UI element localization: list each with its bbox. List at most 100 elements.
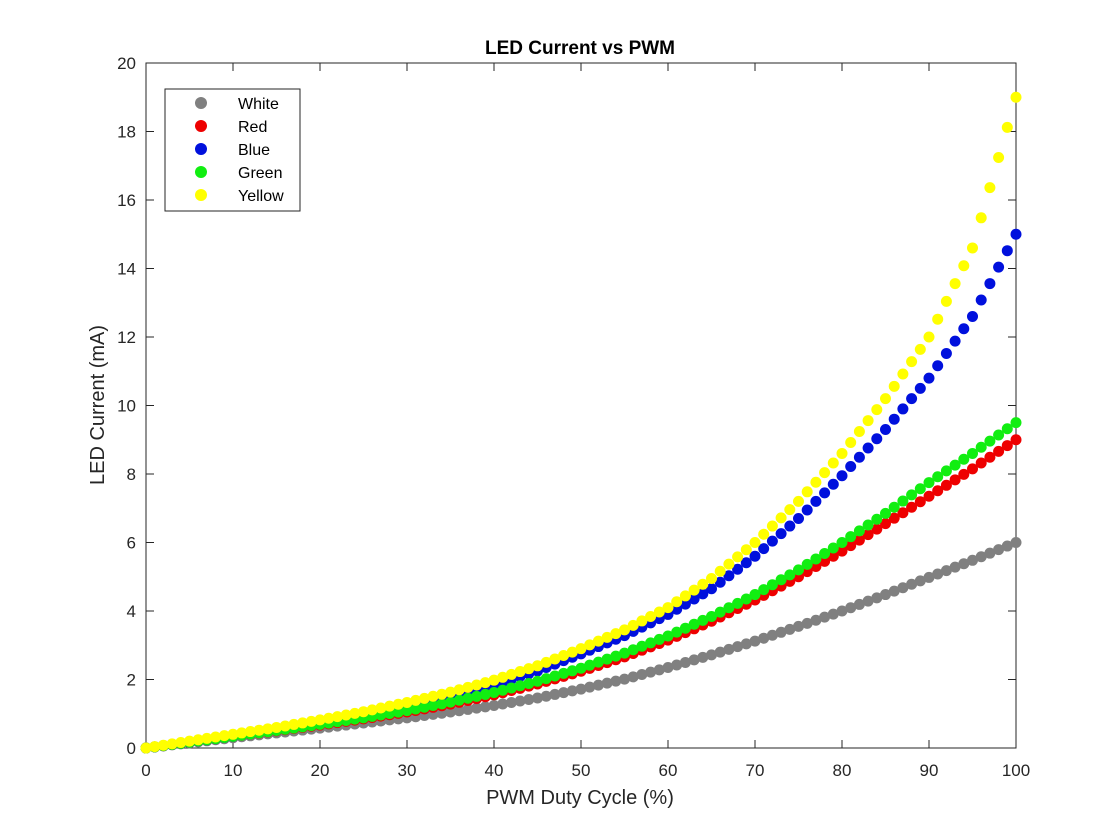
data-point: [906, 393, 918, 405]
data-point: [810, 553, 822, 565]
data-point: [679, 598, 691, 610]
data-point: [732, 563, 744, 575]
data-point: [497, 684, 509, 696]
x-tick-label: 10: [224, 761, 243, 780]
data-point: [775, 528, 787, 540]
data-point: [732, 597, 744, 609]
data-point: [836, 537, 848, 548]
data-point: [549, 688, 561, 700]
legend-box: [164, 88, 301, 212]
data-point: [514, 666, 526, 678]
data-point: [932, 360, 944, 372]
data-point: [331, 711, 343, 723]
data-point: [993, 429, 1005, 441]
data-point: [479, 688, 491, 700]
data-point: [819, 611, 831, 623]
data-point: [914, 343, 926, 355]
data-point: [210, 731, 222, 743]
data-point: [810, 614, 822, 626]
data-point: [697, 614, 709, 626]
data-point: [923, 331, 935, 343]
data-point: [662, 602, 674, 614]
y-axis: 0 2 4 6 8 10 12 14 16 18 20: [117, 54, 1016, 758]
data-point: [540, 656, 552, 668]
data-point: [488, 700, 500, 712]
data-point: [662, 662, 674, 674]
data-point: [366, 704, 378, 716]
data-point: [523, 694, 535, 706]
data-point: [619, 624, 630, 636]
x-tick-label: 100: [1002, 761, 1030, 780]
data-point: [801, 617, 813, 629]
data-point: [653, 633, 665, 645]
data-point: [888, 501, 900, 513]
x-tick-label: 50: [572, 761, 591, 780]
data-point: [244, 726, 256, 738]
y-tick-label: 6: [127, 534, 136, 553]
data-point: [236, 727, 248, 739]
data-point: [645, 666, 657, 678]
data-point: [436, 688, 448, 700]
data-point: [819, 467, 831, 479]
data-point: [305, 715, 317, 727]
data-point: [775, 626, 787, 638]
data-point: [958, 260, 970, 272]
data-point: [766, 629, 778, 641]
data-point: [453, 705, 465, 717]
data-point: [445, 706, 456, 718]
data-point: [845, 540, 857, 552]
data-point: [453, 684, 465, 696]
chart-title: LED Current vs PWM: [485, 38, 675, 59]
data-point: [758, 632, 770, 644]
y-tick-label: 20: [117, 54, 136, 73]
data-point: [897, 403, 909, 415]
data-point: [914, 575, 926, 587]
data-point: [592, 656, 604, 668]
data-point: [636, 615, 648, 627]
data-point: [732, 551, 744, 563]
data-point: [592, 679, 604, 691]
legend-marker: [195, 189, 207, 201]
data-point: [940, 565, 952, 577]
data-point: [227, 728, 239, 740]
data-point: [740, 544, 752, 556]
data-point: [862, 442, 874, 454]
data-point: [993, 445, 1005, 457]
x-tick-label: 90: [920, 761, 939, 780]
data-point: [540, 673, 552, 685]
data-point: [636, 668, 648, 680]
data-point: [862, 519, 874, 531]
data-point: [845, 436, 857, 448]
data-point: [888, 512, 900, 524]
data-point: [140, 742, 152, 754]
data-point: [749, 635, 761, 647]
data-point: [949, 474, 961, 486]
data-point: [758, 584, 770, 596]
data-point: [758, 528, 770, 540]
data-point: [566, 646, 578, 658]
data-point: [740, 557, 752, 569]
data-point: [940, 479, 952, 491]
data-point: [323, 712, 335, 724]
data-point: [940, 347, 952, 359]
data-point: [880, 507, 891, 519]
data-point: [218, 730, 230, 742]
data-point: [540, 690, 552, 702]
data-point: [880, 589, 891, 601]
legend-marker: [195, 120, 207, 132]
data-point: [279, 720, 291, 732]
data-point: [619, 673, 630, 685]
data-point: [784, 569, 796, 581]
data-point: [775, 574, 787, 586]
plot-area: 0 10 20 30 40 50 60 70 80 90 100 0 2 4 6 8 10 12 14 16 18 20: [117, 54, 1030, 780]
data-point: [410, 703, 422, 715]
data-point: [967, 310, 978, 322]
data-point: [271, 721, 282, 733]
data-point: [749, 550, 761, 562]
data-point: [706, 572, 717, 584]
data-point: [949, 335, 961, 347]
data-point: [549, 653, 561, 665]
data-point: [984, 278, 996, 290]
data-point: [253, 724, 265, 736]
data-point: [340, 709, 352, 721]
